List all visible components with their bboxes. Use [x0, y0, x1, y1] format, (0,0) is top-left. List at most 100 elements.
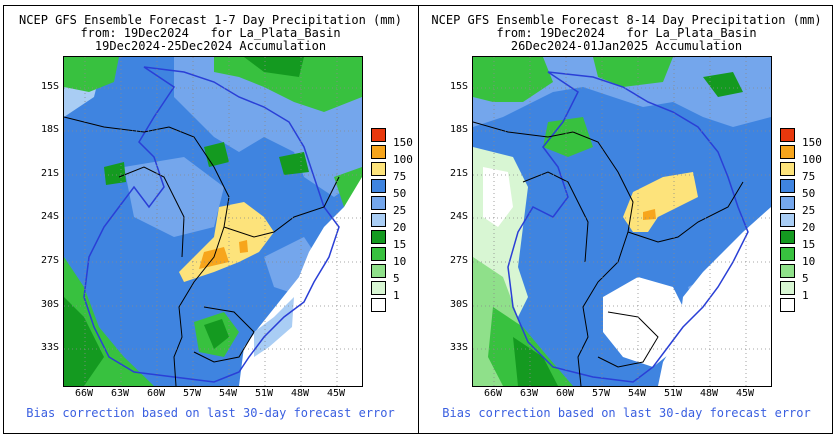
- precip-field-15: [104, 162, 126, 185]
- precip-map: [63, 56, 363, 387]
- legend-swatch: [371, 162, 386, 176]
- lat-tick: 30S: [449, 299, 468, 310]
- legend-swatch: [780, 264, 795, 278]
- legend-label: 20: [802, 221, 816, 234]
- precip-field-10: [214, 57, 362, 112]
- country-border: [118, 166, 185, 258]
- legend-label: 15: [393, 238, 407, 251]
- legend-swatch: [371, 196, 386, 210]
- lat-tick: 15S: [40, 81, 59, 92]
- lat-tick: 33S: [449, 342, 468, 353]
- lon-tick: 51W: [663, 388, 683, 399]
- panel-title-line-3: 19Dec2024-25Dec2024 Accumulation: [94, 39, 327, 53]
- panel-title-line-2: from: 19Dec2024 for La_Plata_Basin: [496, 26, 757, 40]
- legend-label: 15: [802, 238, 816, 251]
- lon-tick: 66W: [74, 388, 94, 399]
- country-border: [597, 311, 659, 368]
- legend-swatch: [371, 247, 386, 261]
- legend-label: 75: [802, 170, 816, 183]
- precip-map: [472, 56, 772, 387]
- country-border: [223, 176, 340, 238]
- legend-swatch: [371, 281, 386, 295]
- bias-footer: Bias correction based on last 30-day for…: [442, 406, 811, 420]
- panel-title-line-3: 26Dec2024-01Jan2025 Accumulation: [510, 39, 743, 53]
- legend-label: 5: [393, 272, 400, 285]
- legend-label: 150: [393, 136, 413, 149]
- country-border: [522, 171, 589, 263]
- legend-swatch: [371, 264, 386, 278]
- country-border: [473, 121, 574, 138]
- legend-label: 75: [393, 170, 407, 183]
- precip-map-svg: [473, 57, 771, 386]
- no-data-ocean: [658, 207, 771, 386]
- bias-footer: Bias correction based on last 30-day for…: [26, 406, 395, 420]
- country-border: [168, 126, 230, 386]
- legend-swatch: [371, 145, 386, 159]
- lon-tick: 45W: [326, 388, 346, 399]
- no-precip: [603, 277, 688, 367]
- legend-swatch: [780, 298, 795, 312]
- lon-tick: 57W: [182, 388, 202, 399]
- legend-label: 1: [802, 289, 809, 302]
- legend-swatch: [371, 298, 386, 312]
- lon-tick: 48W: [290, 388, 310, 399]
- legend-label: 25: [393, 204, 407, 217]
- precip-map-svg: [64, 57, 362, 386]
- lat-tick: 27S: [40, 255, 59, 266]
- legend-label: 150: [802, 136, 822, 149]
- lon-tick: 54W: [218, 388, 238, 399]
- basin-boundary: [83, 66, 340, 383]
- legend-swatch: [780, 145, 795, 159]
- lon-tick: 45W: [735, 388, 755, 399]
- precip-field-10: [543, 117, 593, 157]
- precip-field-15: [204, 319, 229, 349]
- country-border: [64, 116, 170, 133]
- graticule: [473, 57, 771, 386]
- lon-tick: 54W: [627, 388, 647, 399]
- legend-swatch: [780, 179, 795, 193]
- precip-field-75: [623, 172, 698, 232]
- precip-field-100: [199, 247, 229, 269]
- legend-label: 1: [393, 289, 400, 302]
- precip-field-15: [279, 152, 309, 175]
- country-border: [627, 181, 744, 243]
- lat-tick: 21S: [40, 168, 59, 179]
- country-border: [193, 306, 255, 363]
- lon-tick: 63W: [110, 388, 130, 399]
- lon-tick: 57W: [591, 388, 611, 399]
- precip-field-10: [473, 57, 553, 102]
- legend-swatch: [371, 179, 386, 193]
- precip-field-10: [64, 57, 119, 92]
- precip-field-10: [593, 57, 673, 87]
- legend-label: 20: [393, 221, 407, 234]
- panel-divider: [418, 5, 419, 434]
- legend-label: 5: [802, 272, 809, 285]
- legend-swatch: [371, 128, 386, 142]
- graticule: [64, 57, 362, 386]
- panel-title-line-1: NCEP GFS Ensemble Forecast 8-14 Day Prec…: [431, 13, 822, 27]
- legend-label: 100: [802, 153, 822, 166]
- legend-swatch: [780, 128, 795, 142]
- panel-title-line-2: from: 19Dec2024 for La_Plata_Basin: [80, 26, 341, 40]
- precip-field-15: [703, 72, 743, 97]
- panel-title-line-1: NCEP GFS Ensemble Forecast 1-7 Day Preci…: [19, 13, 402, 27]
- legend-swatch: [780, 162, 795, 176]
- panel-week1: NCEP GFS Ensemble Forecast 1-7 Day Preci…: [3, 5, 418, 434]
- lat-tick: 24S: [449, 211, 468, 222]
- panel-week2: NCEP GFS Ensemble Forecast 8-14 Day Prec…: [419, 5, 834, 434]
- precip-field-15: [513, 337, 558, 386]
- legend-swatch: [780, 213, 795, 227]
- lon-tick: 60W: [146, 388, 166, 399]
- legend-label: 50: [393, 187, 407, 200]
- no-precip: [483, 167, 513, 227]
- lon-tick: 48W: [699, 388, 719, 399]
- lat-tick: 30S: [40, 299, 59, 310]
- legend-label: 100: [393, 153, 413, 166]
- lat-tick: 18S: [40, 124, 59, 135]
- legend-label: 10: [393, 255, 407, 268]
- lat-tick: 27S: [449, 255, 468, 266]
- legend-swatch: [371, 230, 386, 244]
- lon-tick: 51W: [254, 388, 274, 399]
- lat-tick: 15S: [449, 81, 468, 92]
- legend-label: 25: [802, 204, 816, 217]
